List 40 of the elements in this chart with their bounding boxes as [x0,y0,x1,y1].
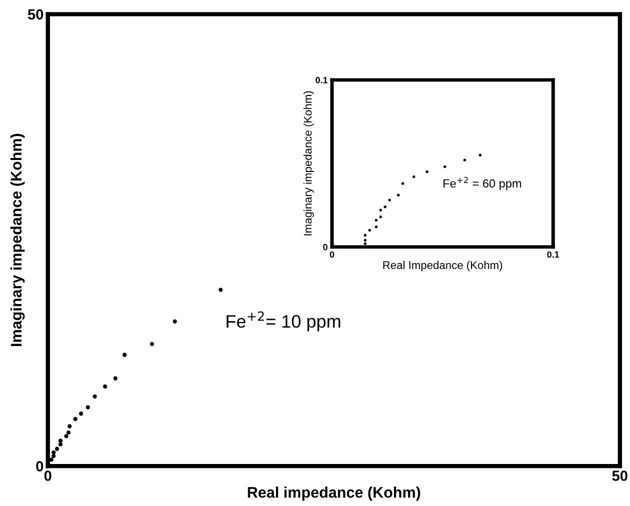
point [150,342,154,346]
point [52,454,56,458]
point [374,226,378,228]
point [379,208,382,212]
annotation: Fe$^{+2}$= 10 ppm [226,311,340,332]
point [66,430,71,435]
point [86,405,90,410]
point [401,182,404,185]
point [368,228,371,232]
point [78,412,84,416]
point [92,394,97,399]
point [364,234,367,237]
point [73,416,78,422]
x-axis-title: Real Impedance (Kohm) [383,260,502,272]
point [379,215,382,218]
point [374,218,378,222]
point [478,154,482,156]
point [364,242,367,245]
y-axis-title: Imaginary impedance (Kohm) [10,134,25,346]
point [218,288,223,292]
annotation: Fe$^{+2}$ = 60 ppm [444,176,522,190]
point [54,446,60,451]
point [64,434,68,438]
point [68,424,72,428]
point [172,319,177,324]
point [396,194,400,197]
point [426,170,428,174]
point [113,376,118,380]
point [364,238,367,242]
point [122,352,127,357]
x-axis-title: Real impedance (Kohm) [248,486,420,501]
point [58,438,63,443]
point [463,158,466,162]
y-axis-title: Imaginary impedance (Kohm) [304,91,314,236]
point [58,442,63,446]
point [412,175,416,178]
point [384,205,386,208]
point [443,165,446,168]
point [103,384,108,389]
point [388,198,391,202]
